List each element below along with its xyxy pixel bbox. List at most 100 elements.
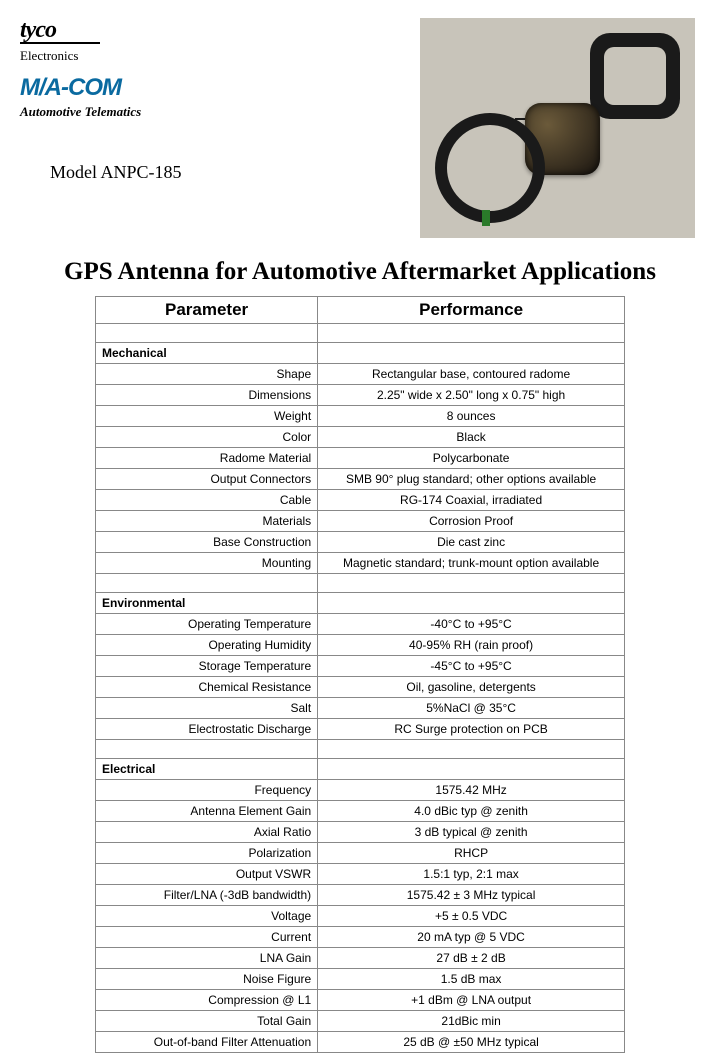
- table-blank-row: [96, 324, 625, 343]
- param-cell: Total Gain: [96, 1011, 318, 1032]
- table-row: Dimensions2.25" wide x 2.50" long x 0.75…: [96, 385, 625, 406]
- param-cell: Shape: [96, 364, 318, 385]
- table-row: ColorBlack: [96, 427, 625, 448]
- param-cell: Voltage: [96, 906, 318, 927]
- perf-cell: 8 ounces: [318, 406, 625, 427]
- table-row: Antenna Element Gain4.0 dBic typ @ zenit…: [96, 801, 625, 822]
- cable-coil-icon: [435, 113, 545, 223]
- param-cell: Dimensions: [96, 385, 318, 406]
- table-blank-row: [96, 740, 625, 759]
- perf-cell: 2.25" wide x 2.50" long x 0.75" high: [318, 385, 625, 406]
- table-row: CableRG-174 Coaxial, irradiated: [96, 490, 625, 511]
- model-number: Model ANPC-185: [50, 162, 182, 183]
- param-cell: Materials: [96, 511, 318, 532]
- table-row: MountingMagnetic standard; trunk-mount o…: [96, 553, 625, 574]
- macom-subtitle: Automotive Telematics: [20, 104, 200, 120]
- param-cell: LNA Gain: [96, 948, 318, 969]
- tyco-subtitle: Electronics: [20, 48, 200, 64]
- table-row: Electrostatic DischargeRC Surge protecti…: [96, 719, 625, 740]
- param-cell: Out-of-band Filter Attenuation: [96, 1032, 318, 1053]
- perf-cell: 5%NaCl @ 35°C: [318, 698, 625, 719]
- logo-block: tyco Electronics M/A-COM Automotive Tele…: [20, 20, 200, 120]
- perf-cell: +5 ± 0.5 VDC: [318, 906, 625, 927]
- perf-cell: -40°C to +95°C: [318, 614, 625, 635]
- table-row: Weight8 ounces: [96, 406, 625, 427]
- perf-cell: 27 dB ± 2 dB: [318, 948, 625, 969]
- perf-cell: 3 dB typical @ zenith: [318, 822, 625, 843]
- page-title: GPS Antenna for Automotive Aftermarket A…: [0, 258, 720, 286]
- table-row: Operating Temperature-40°C to +95°C: [96, 614, 625, 635]
- macom-logo: M/A-COM: [20, 74, 200, 102]
- table-section-row: Mechanical: [96, 343, 625, 364]
- perf-cell: Corrosion Proof: [318, 511, 625, 532]
- table-row: Frequency1575.42 MHz: [96, 780, 625, 801]
- param-cell: Output Connectors: [96, 469, 318, 490]
- param-cell: Axial Ratio: [96, 822, 318, 843]
- param-cell: Frequency: [96, 780, 318, 801]
- param-cell: Electrostatic Discharge: [96, 719, 318, 740]
- perf-cell: 40-95% RH (rain proof): [318, 635, 625, 656]
- perf-cell: SMB 90° plug standard; other options ava…: [318, 469, 625, 490]
- table-section-row: Electrical: [96, 759, 625, 780]
- table-row: Base ConstructionDie cast zinc: [96, 532, 625, 553]
- perf-cell: RC Surge protection on PCB: [318, 719, 625, 740]
- perf-cell: 1.5 dB max: [318, 969, 625, 990]
- param-cell: Color: [96, 427, 318, 448]
- param-cell: Output VSWR: [96, 864, 318, 885]
- param-cell: Salt: [96, 698, 318, 719]
- perf-cell: 1.5:1 typ, 2:1 max: [318, 864, 625, 885]
- param-cell: Filter/LNA (-3dB bandwidth): [96, 885, 318, 906]
- table-row: Noise Figure1.5 dB max: [96, 969, 625, 990]
- perf-cell: -45°C to +95°C: [318, 656, 625, 677]
- perf-cell: Magnetic standard; trunk-mount option av…: [318, 553, 625, 574]
- param-cell: Operating Temperature: [96, 614, 318, 635]
- table-row: Chemical ResistanceOil, gasoline, deterg…: [96, 677, 625, 698]
- table-section-row: Environmental: [96, 593, 625, 614]
- param-cell: Cable: [96, 490, 318, 511]
- param-cell: Polarization: [96, 843, 318, 864]
- perf-cell: Polycarbonate: [318, 448, 625, 469]
- table-row: Radome MaterialPolycarbonate: [96, 448, 625, 469]
- table-row: Output ConnectorsSMB 90° plug standard; …: [96, 469, 625, 490]
- perf-cell: RHCP: [318, 843, 625, 864]
- col-performance: Performance: [318, 297, 625, 324]
- product-photo: [420, 18, 695, 238]
- table-row: PolarizationRHCP: [96, 843, 625, 864]
- param-cell: Base Construction: [96, 532, 318, 553]
- perf-cell: 25 dB @ ±50 MHz typical: [318, 1032, 625, 1053]
- table-row: Voltage+5 ± 0.5 VDC: [96, 906, 625, 927]
- param-cell: Chemical Resistance: [96, 677, 318, 698]
- table-row: LNA Gain27 dB ± 2 dB: [96, 948, 625, 969]
- perf-cell: RG-174 Coaxial, irradiated: [318, 490, 625, 511]
- table-blank-row: [96, 574, 625, 593]
- param-cell: Noise Figure: [96, 969, 318, 990]
- param-cell: Mounting: [96, 553, 318, 574]
- table-row: Salt5%NaCl @ 35°C: [96, 698, 625, 719]
- table-row: Storage Temperature-45°C to +95°C: [96, 656, 625, 677]
- param-cell: Weight: [96, 406, 318, 427]
- table-row: Output VSWR1.5:1 typ, 2:1 max: [96, 864, 625, 885]
- table-row: Filter/LNA (-3dB bandwidth)1575.42 ± 3 M…: [96, 885, 625, 906]
- perf-cell: Die cast zinc: [318, 532, 625, 553]
- table-row: ShapeRectangular base, contoured radome: [96, 364, 625, 385]
- perf-cell: +1 dBm @ LNA output: [318, 990, 625, 1011]
- table-row: Compression @ L1+1 dBm @ LNA output: [96, 990, 625, 1011]
- param-cell: Operating Humidity: [96, 635, 318, 656]
- param-cell: Antenna Element Gain: [96, 801, 318, 822]
- table-row: Operating Humidity40-95% RH (rain proof): [96, 635, 625, 656]
- perf-cell: 1575.42 ± 3 MHz typical: [318, 885, 625, 906]
- table-row: MaterialsCorrosion Proof: [96, 511, 625, 532]
- table-header-row: Parameter Performance: [96, 297, 625, 324]
- perf-cell: 4.0 dBic typ @ zenith: [318, 801, 625, 822]
- perf-cell: 1575.42 MHz: [318, 780, 625, 801]
- param-cell: Current: [96, 927, 318, 948]
- perf-cell: 20 mA typ @ 5 VDC: [318, 927, 625, 948]
- cable-tie-icon: [482, 210, 490, 226]
- datasheet-page: tyco Electronics M/A-COM Automotive Tele…: [0, 0, 720, 1012]
- perf-cell: Oil, gasoline, detergents: [318, 677, 625, 698]
- tyco-logo: tyco: [20, 20, 100, 44]
- col-parameter: Parameter: [96, 297, 318, 324]
- table-row: Axial Ratio3 dB typical @ zenith: [96, 822, 625, 843]
- table-row: Out-of-band Filter Attenuation25 dB @ ±5…: [96, 1032, 625, 1053]
- perf-cell: 21dBic min: [318, 1011, 625, 1032]
